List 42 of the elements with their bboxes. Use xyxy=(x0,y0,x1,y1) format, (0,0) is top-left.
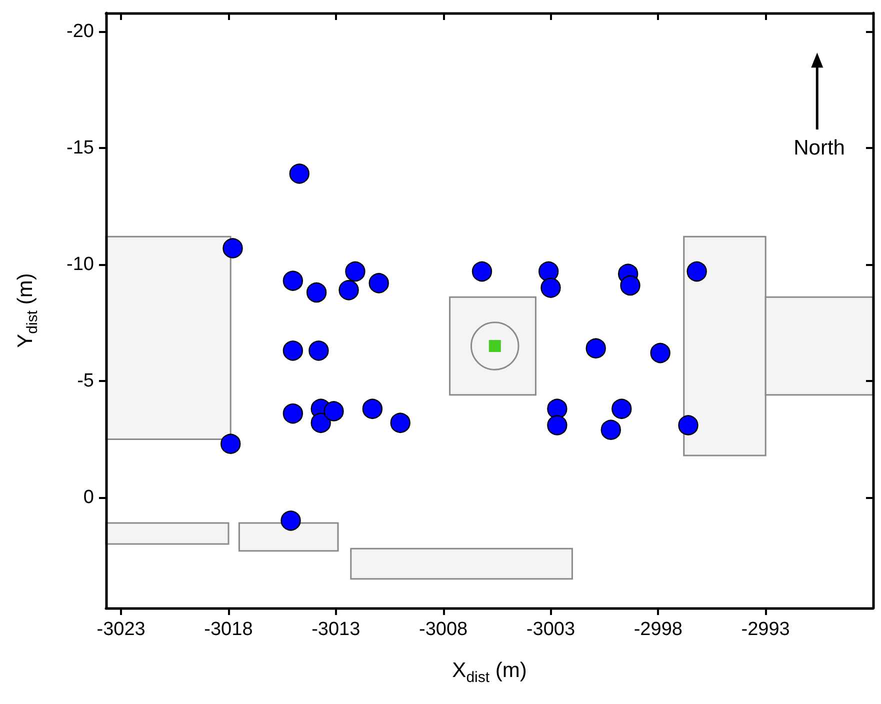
point xyxy=(686,261,707,282)
point xyxy=(472,261,492,282)
y-axis-title: Ydist (m) xyxy=(14,273,41,348)
y-tick-label: -20 xyxy=(66,21,94,42)
y-tick-label: 0 xyxy=(83,486,94,508)
y-tick-label: -5 xyxy=(77,370,94,392)
point xyxy=(650,342,670,364)
x-tick-label: -3013 xyxy=(312,619,360,640)
point xyxy=(547,415,568,436)
point xyxy=(282,403,304,424)
point xyxy=(547,398,568,419)
x-tick-label: -2998 xyxy=(634,619,682,640)
point xyxy=(289,164,310,184)
point xyxy=(282,340,304,361)
point xyxy=(620,275,640,296)
y-tick-label: -15 xyxy=(66,138,94,159)
point xyxy=(612,398,632,419)
point xyxy=(362,398,383,419)
point xyxy=(678,415,698,436)
point xyxy=(600,420,621,440)
point xyxy=(282,270,304,291)
point xyxy=(310,412,331,433)
x-tick-label: -3008 xyxy=(419,619,468,640)
x-tick-label: -2993 xyxy=(741,619,790,640)
point xyxy=(390,412,410,433)
point xyxy=(345,261,366,282)
point xyxy=(338,280,359,300)
point xyxy=(306,282,327,303)
annotation: North xyxy=(794,136,845,160)
point xyxy=(368,273,389,294)
y-tick-label: -10 xyxy=(66,254,94,276)
point xyxy=(220,434,241,454)
point xyxy=(538,261,559,282)
x-tick-label: -3023 xyxy=(96,619,146,640)
point xyxy=(586,338,606,358)
point xyxy=(540,278,561,298)
point xyxy=(308,340,329,361)
x-tick-label: -3003 xyxy=(526,619,576,640)
x-tick-label: -3018 xyxy=(204,619,253,640)
point xyxy=(222,238,243,258)
point xyxy=(280,510,301,531)
point xyxy=(324,401,344,422)
